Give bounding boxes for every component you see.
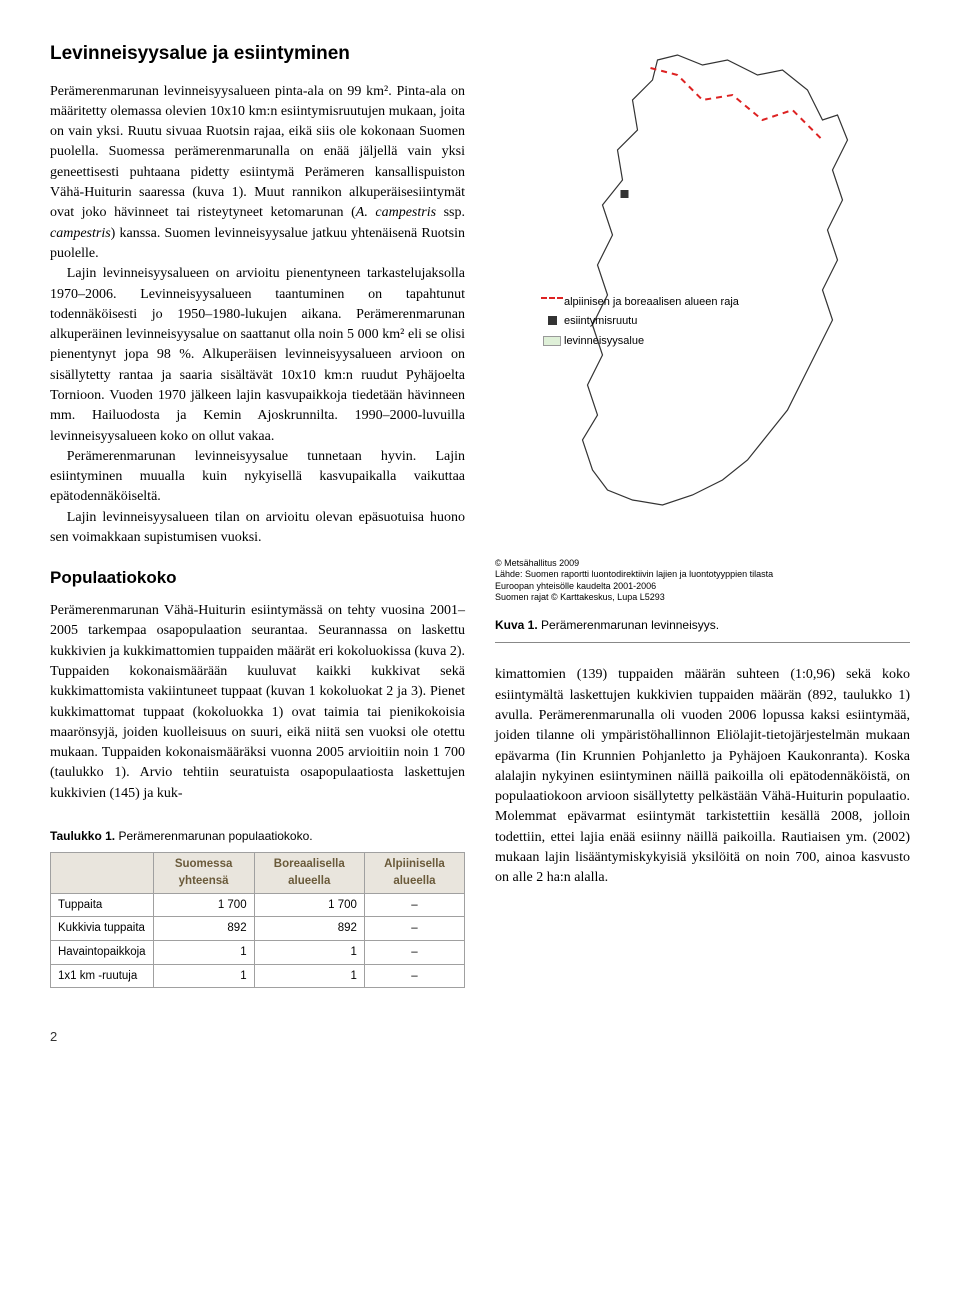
th-0 [51,853,154,893]
legend-row-1: alpiinisen ja boreaalisen alueen raja [540,295,739,310]
section1-p3: Perämerenmarunan levinneisyysalue tunnet… [50,447,465,508]
table-row: Tuppaita1 7001 700– [51,893,465,917]
table-title-t: Perämerenmarunan populaatiokoko. [115,829,312,843]
cell-c2: 1 [254,941,364,965]
credit-2: Lähde: Suomen raportti luontodirektiivin… [495,569,910,580]
legend-label-1: alpiinisen ja boreaalisen alueen raja [564,295,739,310]
section1-p1: Perämerenmarunan levinneisyysalueen pint… [50,82,465,265]
section1-p1e: ) kanssa. Suomen levinneisyysalue jatkuu… [50,226,465,261]
cell-c3: – [364,964,464,988]
alpine-boreal-boundary [651,68,823,140]
taxon-i2: campestris [50,226,111,241]
map-legend: alpiinisen ja boreaalisen alueen raja es… [540,295,739,353]
cell-label: Tuppaita [51,893,154,917]
cell-c1: 1 [153,941,254,965]
right-p1: kimattomien (139) tuppaiden määrän suhte… [495,665,910,888]
table-row: Havaintopaikkoja11– [51,941,465,965]
th-3: Alpiinisella alueella [364,853,464,893]
section2-heading: Populaatiokoko [50,566,465,591]
cell-label: Kukkivia tuppaita [51,917,154,941]
table-title-b: Taulukko 1. [50,829,115,843]
finland-map: alpiinisen ja boreaalisen alueen raja es… [495,40,910,550]
section1-p1m: ssp. [436,205,465,220]
section1-p2: Lajin levinneisyysalueen on arvioitu pie… [50,264,465,447]
taxon-i1: A. campestris [356,205,436,220]
table-row: 1x1 km -ruutuja11– [51,964,465,988]
legend-square-icon [540,316,564,325]
legend-fill-icon [540,336,564,346]
legend-label-2: esiintymisruutu [564,314,637,329]
section1-p4: Lajin levinneisyysalueen tilan on arvioi… [50,508,465,549]
finland-outline [583,55,848,505]
cell-label: 1x1 km -ruutuja [51,964,154,988]
population-table: Suomessa yhteensä Boreaalisella alueella… [50,852,465,988]
cell-c1: 1 [153,964,254,988]
credit-4: Suomen rajat © Karttakeskus, Lupa L5293 [495,592,910,603]
map-credits: © Metsähallitus 2009 Lähde: Suomen rapor… [495,558,910,603]
cell-c1: 892 [153,917,254,941]
section1-p1a: Perämerenmarunan levinneisyysalueen pint… [50,84,465,221]
legend-dash-icon [540,297,564,299]
legend-label-3: levinneisyysalue [564,334,644,349]
legend-row-3: levinneisyysalue [540,334,739,349]
section1-heading: Levinneisyysalue ja esiintyminen [50,40,465,68]
cell-label: Havaintopaikkoja [51,941,154,965]
cell-c3: – [364,893,464,917]
th-1: Suomessa yhteensä [153,853,254,893]
credit-3: Euroopan yhteisölle kaudelta 2001-2006 [495,581,910,592]
page-number: 2 [50,1028,465,1047]
cell-c2: 892 [254,917,364,941]
legend-row-2: esiintymisruutu [540,314,739,329]
cell-c3: – [364,917,464,941]
table-row: Kukkivia tuppaita892892– [51,917,465,941]
table-title: Taulukko 1. Perämerenmarunan populaatiok… [50,828,465,845]
section2-p1: Perämerenmarunan Vähä-Huiturin esiintymä… [50,601,465,804]
cell-c3: – [364,941,464,965]
occurrence-square [621,190,629,198]
figure-caption: Kuva 1. Perämerenmarunan levinneisyys. [495,617,910,643]
fig-caption-b: Kuva 1. [495,618,538,632]
th-2: Boreaalisella alueella [254,853,364,893]
cell-c2: 1 [254,964,364,988]
table-header-row: Suomessa yhteensä Boreaalisella alueella… [51,853,465,893]
fig-caption-t: Perämerenmarunan levinneisyys. [538,618,719,632]
cell-c1: 1 700 [153,893,254,917]
cell-c2: 1 700 [254,893,364,917]
credit-1: © Metsähallitus 2009 [495,558,910,569]
